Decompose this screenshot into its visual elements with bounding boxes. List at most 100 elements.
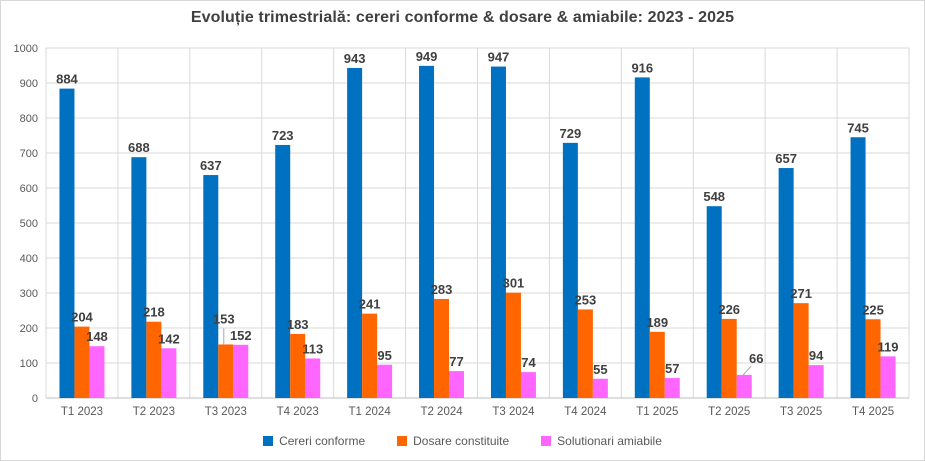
bar-value-label: 253 [575, 292, 597, 307]
y-axis-tick-label: 300 [20, 288, 38, 300]
bar-value-label: 688 [128, 140, 150, 155]
bar-value-label: 637 [200, 158, 222, 173]
bar [865, 319, 881, 398]
y-axis-tick-label: 800 [20, 113, 38, 125]
x-axis-label: T1 2023 [61, 406, 103, 418]
y-axis-tick-label: 400 [20, 253, 38, 265]
bar-value-label: 119 [878, 339, 899, 354]
bar-value-label: 225 [862, 302, 884, 317]
y-axis-tick-label: 900 [20, 78, 38, 90]
bar-value-label: 657 [775, 151, 797, 166]
bar [736, 374, 752, 398]
bar [59, 88, 75, 398]
bar [218, 344, 234, 398]
bar [347, 67, 363, 398]
bar-value-label: 55 [593, 362, 607, 377]
bar-value-label: 241 [359, 297, 381, 312]
x-axis-label: T3 2025 [780, 406, 822, 418]
bar [577, 309, 593, 398]
bar [290, 333, 306, 398]
bar [634, 77, 650, 399]
bar [203, 175, 219, 398]
bar [505, 292, 521, 398]
bar [377, 364, 393, 398]
bar-value-label: 729 [560, 126, 582, 141]
bar-value-label: 226 [718, 302, 740, 317]
bar [449, 371, 465, 398]
legend-swatch [397, 436, 408, 446]
bar [880, 356, 896, 398]
bar [793, 303, 809, 398]
y-axis-tick-label: 100 [20, 358, 38, 370]
bar-value-label: 283 [431, 282, 453, 297]
bar [520, 372, 536, 398]
bar-value-label: 74 [521, 355, 536, 370]
bar [490, 66, 506, 399]
bar [649, 331, 665, 398]
bar-value-label: 94 [809, 348, 824, 363]
legend-item: Dosare constituite [397, 434, 509, 448]
x-axis-label: T3 2024 [492, 406, 535, 418]
x-axis-label: T2 2023 [133, 406, 175, 418]
bar [706, 206, 722, 398]
bar [89, 346, 105, 398]
bar-value-label: 218 [143, 305, 165, 320]
bar-value-label: 153 [213, 311, 235, 326]
chart-title: Evoluție trimestrială: cereri conforme &… [190, 9, 735, 26]
x-axis-label: T1 2024 [349, 406, 392, 418]
y-axis-tick-label: 500 [20, 218, 38, 230]
bar [778, 168, 794, 398]
legend-label: Dosare constituite [413, 434, 510, 448]
bar [808, 365, 824, 398]
bar [161, 348, 177, 398]
bar-value-label: 77 [449, 354, 463, 369]
x-axis-label: T4 2023 [277, 406, 319, 418]
bar-value-label: 745 [847, 120, 869, 135]
bar [275, 144, 291, 398]
y-axis-tick-label: 600 [20, 183, 38, 195]
y-axis-tick-label: 0 [32, 393, 38, 405]
bar-value-label: 548 [703, 189, 725, 204]
bar [434, 298, 450, 398]
bar-value-label: 148 [86, 329, 108, 344]
x-axis-label: T4 2024 [564, 406, 607, 418]
bar [131, 157, 147, 398]
bar-value-label: 301 [503, 276, 525, 291]
legend-item: Cereri conforme [263, 434, 365, 448]
bar [850, 137, 866, 398]
bar [664, 378, 680, 398]
bar [305, 358, 321, 398]
bar-value-label: 271 [790, 286, 812, 301]
bar-value-label: 152 [230, 328, 252, 343]
bar-value-label: 204 [71, 310, 93, 325]
bar [233, 344, 249, 398]
bar-value-label: 949 [416, 49, 438, 64]
bar [419, 65, 435, 398]
x-axis-label: T1 2025 [636, 406, 678, 418]
y-axis-tick-label: 200 [20, 323, 38, 335]
bar-value-label: 142 [158, 331, 180, 346]
bar-value-label: 113 [302, 341, 323, 356]
bar [362, 313, 378, 398]
bar-value-label: 189 [646, 315, 668, 330]
bar-value-label: 57 [665, 361, 679, 376]
bar-value-label: 66 [749, 351, 763, 366]
x-axis-label: T2 2025 [708, 406, 750, 418]
bar-value-label: 884 [56, 72, 78, 87]
legend-item: Solutionari amiabile [541, 434, 662, 448]
x-axis-label: T3 2023 [205, 406, 247, 418]
bar-value-label: 183 [287, 317, 309, 332]
bar-value-label: 916 [631, 60, 653, 75]
legend-swatch [541, 436, 552, 446]
legend: Cereri conforme Dosare constituite Solutio… [1, 431, 924, 451]
label-leader-line [742, 365, 752, 376]
bar-value-label: 723 [272, 128, 294, 143]
bar [562, 142, 578, 398]
bar-value-label: 95 [377, 348, 391, 363]
bar-value-label: 943 [344, 51, 366, 66]
bar-value-label: 947 [488, 50, 510, 65]
x-axis-label: T2 2024 [420, 406, 463, 418]
legend-label: Cereri conforme [279, 434, 366, 448]
